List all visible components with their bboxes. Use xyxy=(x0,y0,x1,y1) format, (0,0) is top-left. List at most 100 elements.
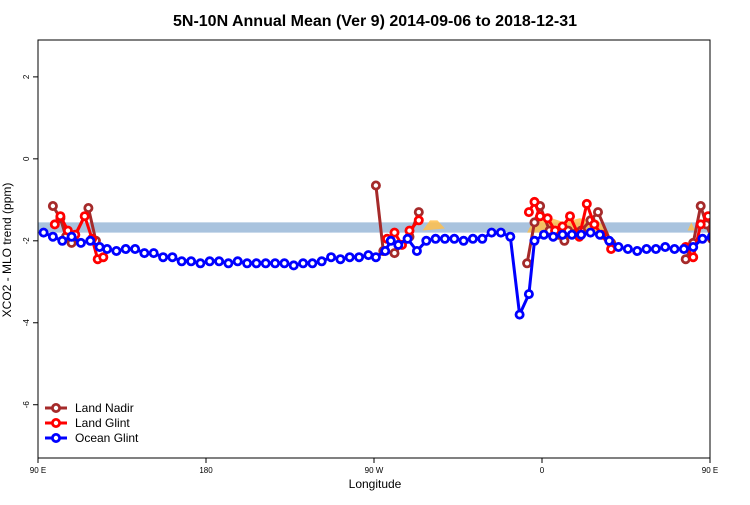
ocean-glint-point xyxy=(706,232,710,242)
ocean-glint-point xyxy=(385,235,396,246)
ocean-glint-point xyxy=(514,309,525,320)
land-glint-point xyxy=(529,196,540,207)
land-glint-point xyxy=(712,227,719,234)
ocean-glint-point xyxy=(613,241,624,252)
ocean-glint-point xyxy=(538,229,549,240)
land-nadir-point xyxy=(529,217,540,228)
ocean-glint-point xyxy=(242,258,253,269)
reference-band-layer xyxy=(38,222,710,233)
ocean-glint-point xyxy=(270,258,281,269)
land-glint-point xyxy=(413,215,424,226)
ocean-glint-point xyxy=(120,243,131,254)
ocean-glint-point xyxy=(688,241,699,252)
chart-title: 5N-10N Annual Mean (Ver 9) 2014-09-06 to… xyxy=(173,13,577,30)
ocean-glint-point xyxy=(66,231,77,242)
ocean-glint-point xyxy=(505,231,516,242)
x-tick-label: 90 E xyxy=(30,466,46,475)
x-tick-label: 180 xyxy=(199,466,213,475)
land-nadir-point xyxy=(721,235,728,242)
land-nadir-point xyxy=(413,207,424,218)
ocean-glint-point xyxy=(411,245,422,256)
land-nadir-point xyxy=(593,207,604,218)
ocean-glint-legend-marker xyxy=(51,432,62,443)
ocean-glint-point xyxy=(495,227,506,238)
ocean-glint-point xyxy=(548,231,559,242)
ocean-glint-point xyxy=(576,229,587,240)
x-axis-ticks: 90 E 180 90 W 0 90 E xyxy=(30,458,718,475)
land-glint-point xyxy=(589,219,600,230)
ocean-glint-point xyxy=(529,235,540,246)
land-glint-point xyxy=(688,252,699,263)
ocean-glint-point xyxy=(467,233,478,244)
ocean-glint-point xyxy=(111,245,122,256)
reference-band xyxy=(38,222,710,233)
ocean-glint-point xyxy=(557,229,568,240)
ocean-glint-point xyxy=(195,258,206,269)
land-glint-point xyxy=(79,211,90,222)
ocean-glint-point xyxy=(204,256,215,267)
ocean-glint-point xyxy=(158,252,169,263)
ocean-glint-point xyxy=(660,241,671,252)
ocean-glint-point xyxy=(316,256,327,267)
ocean-glint-point xyxy=(75,237,86,248)
ocean-glint-point xyxy=(421,235,432,246)
land-glint-point xyxy=(565,211,576,222)
y-tick-label: -2 xyxy=(22,237,31,245)
uncertainty-shade xyxy=(719,220,743,230)
land-glint-point xyxy=(55,211,66,222)
land-nadir-point xyxy=(47,200,58,211)
ocean-glint-point xyxy=(393,239,404,250)
land-glint-point xyxy=(542,213,553,224)
ocean-glint-point xyxy=(594,229,605,240)
ocean-glint-point xyxy=(449,233,460,244)
ocean-glint-point xyxy=(38,227,49,238)
ocean-glint-point xyxy=(85,235,96,246)
x-axis-label: Longitude xyxy=(349,477,402,491)
ocean-glint-point xyxy=(139,248,150,259)
ocean-glint-point xyxy=(736,239,743,246)
ocean-glint-point xyxy=(298,258,309,269)
ocean-glint-point xyxy=(214,256,225,267)
land-nadir-point xyxy=(716,204,723,211)
ocean-glint-point xyxy=(585,227,596,238)
ocean-glint-legend-label: Ocean Glint xyxy=(75,431,139,445)
ocean-glint-point xyxy=(167,252,178,263)
uncertainty-shade xyxy=(422,220,445,231)
ocean-glint-point xyxy=(148,248,159,259)
ocean-glint-point xyxy=(344,252,355,263)
land-glint-point xyxy=(557,221,568,232)
land-glint-point xyxy=(725,256,732,263)
ocean-glint-point xyxy=(486,227,497,238)
ocean-glint-point xyxy=(288,260,299,271)
ocean-glint-point xyxy=(669,243,680,254)
ocean-glint-point xyxy=(622,243,633,254)
ocean-glint-point xyxy=(232,256,243,267)
ocean-glint-point xyxy=(718,237,725,244)
land-glint-point xyxy=(731,254,738,261)
land-glint-point xyxy=(581,198,592,209)
land-glint-point xyxy=(523,207,534,218)
ocean-glint-point xyxy=(279,258,290,269)
ocean-glint-point xyxy=(402,233,413,244)
ocean-glint-point xyxy=(94,241,105,252)
y-tick-label: -4 xyxy=(22,319,31,327)
land-glint-legend-label: Land Glint xyxy=(75,416,130,430)
y-tick-label: -6 xyxy=(22,401,31,409)
land-nadir-point xyxy=(370,180,381,191)
ocean-glint-point xyxy=(223,258,234,269)
ocean-glint-point xyxy=(477,233,488,244)
x-tick-label: 90 W xyxy=(365,466,384,475)
y-tick-label: 0 xyxy=(22,156,31,161)
y-axis-label: XCO2 - MLO trend (ppm) xyxy=(0,183,14,318)
series-layer xyxy=(38,180,743,320)
ocean-glint-point xyxy=(650,243,661,254)
land-glint-point xyxy=(389,227,400,238)
ocean-glint-point xyxy=(566,229,577,240)
land-glint-point xyxy=(49,219,60,230)
ocean-glint-point xyxy=(326,252,337,263)
ocean-glint-point xyxy=(604,235,615,246)
ocean-glint-point xyxy=(678,243,689,254)
ocean-glint-point xyxy=(632,245,643,256)
ocean-glint-point xyxy=(354,252,365,263)
